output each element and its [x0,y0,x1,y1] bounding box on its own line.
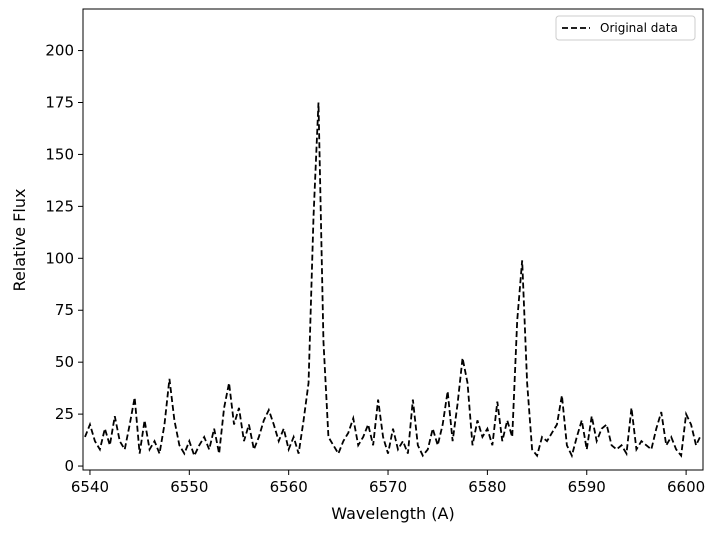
y-tick-label: 150 [45,145,74,163]
x-tick-label: 6590 [568,478,606,496]
y-tick-label: 25 [55,405,74,423]
x-axis-label: Wavelength (A) [331,504,454,523]
y-tick-label: 0 [64,457,74,475]
y-axis-label: Relative Flux [10,189,29,292]
data-line [84,102,702,459]
plot-frame [82,8,704,471]
x-tick-label: 6600 [667,478,705,496]
x-tick-label: 6560 [270,478,308,496]
x-tick-label: 6570 [369,478,407,496]
x-tick-label: 6550 [170,478,208,496]
y-tick-label: 175 [45,93,74,111]
y-tick-label: 125 [45,197,74,215]
x-tick-label: 6540 [71,478,109,496]
legend-box [555,15,696,41]
x-tick-label: 6580 [468,478,506,496]
y-tick-label: 200 [45,42,74,60]
y-tick-label: 75 [55,301,74,319]
y-tick-label: 100 [45,249,74,267]
y-tick-label: 50 [55,353,74,371]
legend-label: Original data [600,21,678,35]
